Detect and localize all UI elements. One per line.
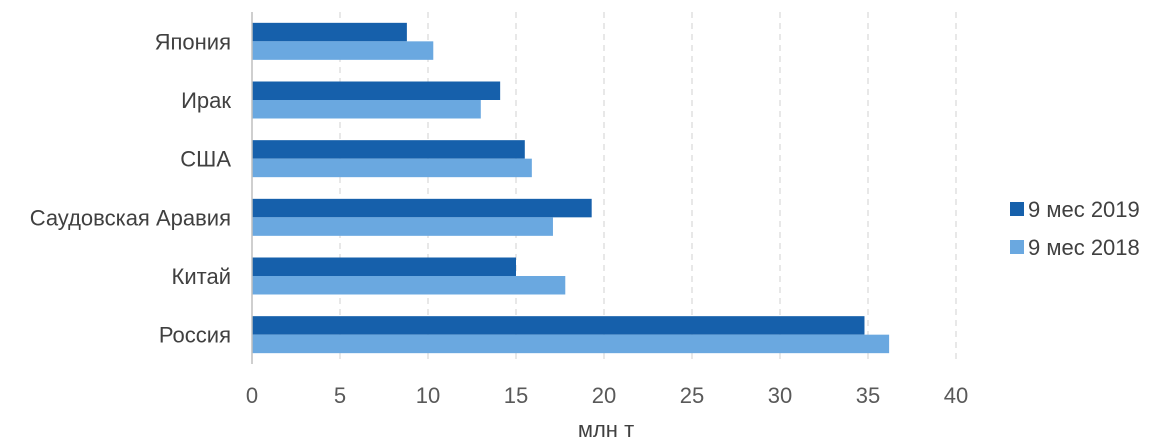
category-label: Россия bbox=[159, 323, 231, 348]
bar bbox=[252, 217, 553, 236]
legend-label: 9 мес 2019 bbox=[1028, 197, 1140, 222]
legend-swatch bbox=[1010, 240, 1024, 254]
x-tick-labels: 0 5 10 15 20 25 30 35 40 bbox=[246, 383, 968, 408]
x-tick-label: 5 bbox=[334, 383, 346, 408]
bar bbox=[252, 158, 532, 178]
bar bbox=[252, 81, 501, 100]
category-label: Китай bbox=[172, 264, 231, 289]
bar bbox=[252, 198, 592, 218]
bar bbox=[252, 140, 525, 159]
category-label: Ирак bbox=[181, 88, 231, 113]
x-tick-label: 20 bbox=[592, 383, 616, 408]
legend-swatch bbox=[1010, 202, 1024, 216]
x-tick-label: 0 bbox=[246, 383, 258, 408]
x-tick-label: 25 bbox=[680, 383, 704, 408]
bar bbox=[252, 100, 481, 119]
x-tick-label: 30 bbox=[768, 383, 792, 408]
bars bbox=[252, 22, 890, 354]
category-label: США bbox=[180, 147, 231, 172]
bar bbox=[252, 334, 890, 354]
x-axis-title: млн т bbox=[578, 417, 634, 440]
category-label: Япония bbox=[155, 29, 231, 54]
gridlines bbox=[339, 12, 957, 364]
legend: 9 мес 2019 9 мес 2018 bbox=[1010, 197, 1140, 260]
x-tick-label: 35 bbox=[856, 383, 880, 408]
bar bbox=[252, 257, 516, 276]
category-label: Саудовская Аравия bbox=[30, 205, 231, 230]
category-labels: Япония Ирак США Саудовская Аравия Китай Росси… bbox=[30, 29, 232, 347]
bar bbox=[252, 316, 865, 335]
bar bbox=[252, 22, 407, 42]
x-tick-label: 40 bbox=[944, 383, 968, 408]
bar bbox=[252, 41, 434, 60]
legend-label: 9 мес 2018 bbox=[1028, 235, 1140, 260]
bar bbox=[252, 276, 566, 295]
x-tick-label: 10 bbox=[416, 383, 440, 408]
x-tick-label: 15 bbox=[504, 383, 528, 408]
